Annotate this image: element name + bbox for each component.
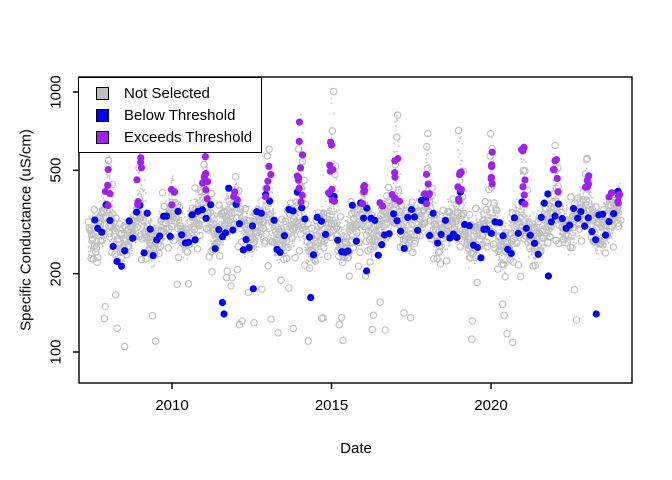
legend-item-label: Exceeds Threshold [124,128,253,146]
x-tick-label-2010: 2010 [155,397,189,414]
legend-box: Not Selected Below Threshold Exceeds Thres… [78,77,262,153]
y-tick-label-1000: 1000 [47,75,65,109]
x-axis-title: Date [340,440,372,457]
legend-swatch-icon [96,130,109,144]
y-axis-title: Specific Conductance (uS/cm) [17,129,35,331]
y-tick-label-100: 100 [47,339,65,365]
x-tick-label-2015: 2015 [314,397,349,414]
y-tick-label-500: 500 [47,157,65,183]
legend-item-label: Below Threshold [124,106,236,124]
legend-item: Exceeds Threshold [79,126,261,148]
legend-item-label: Not Selected [124,84,210,102]
legend-item: Below Threshold [79,104,261,126]
legend-item: Not Selected [79,82,261,104]
legend-swatch-icon [96,108,109,122]
x-tick-label-2020: 2020 [474,397,508,414]
y-tick-label-200: 200 [47,261,65,287]
legend-swatch-icon [96,86,109,100]
